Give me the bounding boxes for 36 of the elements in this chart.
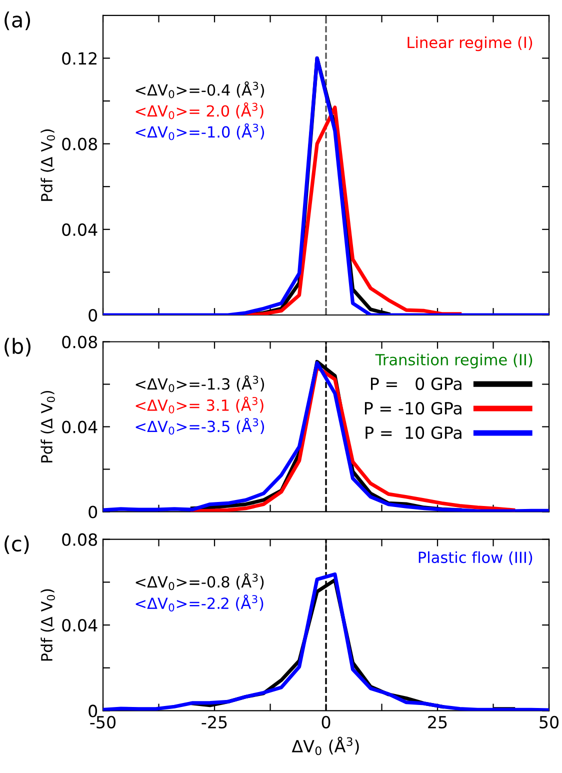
annotation: <ΔV$_{0}$>=-0.4 (Å$^{3}$) xyxy=(136,81,264,98)
y-axis-title: Pdf (Δ V$_{0}$) xyxy=(40,589,55,661)
legend-label: P = 10 GPa xyxy=(366,426,462,440)
annotation: <ΔV$_{0}$>= 3.1 (Å$^{3}$) xyxy=(136,396,264,414)
y-axis-title: Pdf (Δ V$_{0}$) xyxy=(40,390,55,462)
text: (b) xyxy=(4,338,30,356)
y-axis-title: Pdf (Δ V$_{0}$) xyxy=(40,129,55,201)
text: Transition regime (II) xyxy=(375,354,532,368)
text: (a) xyxy=(4,12,30,30)
y-tick-label: 0.08 xyxy=(62,336,98,348)
x-tick-label: -50 xyxy=(90,716,116,728)
y-tick-label: 0.04 xyxy=(62,223,98,236)
y-tick-label: 0.08 xyxy=(62,138,98,150)
x-tick-label: -25 xyxy=(202,716,227,728)
y-tick-label: 0 xyxy=(88,704,98,718)
annotation: <ΔV$_{0}$>=-1.3 (Å$^{3}$) xyxy=(136,375,264,392)
y-tick-label: 0.04 xyxy=(62,618,98,632)
annotation: <ΔV$_{0}$>=-0.8 (Å$^{3}$) xyxy=(136,573,264,590)
y-tick-label: 0.04 xyxy=(62,420,98,434)
x-tick-label: 25 xyxy=(428,716,447,728)
annotation: <ΔV$_{0}$>=-2.2 (Å$^{3}$) xyxy=(136,594,264,612)
legend-label: P = 0 GPa xyxy=(370,378,462,390)
annotation: <ΔV$_{0}$>=-1.0 (Å$^{3}$) xyxy=(136,123,264,140)
x-tick-label: 0 xyxy=(322,716,330,728)
y-tick-label: 0.12 xyxy=(62,52,96,65)
annotation: <ΔV$_{0}$>=-3.5 (Å$^{3}$) xyxy=(136,418,264,435)
annotation: <ΔV$_{0}$>= 2.0 (Å$^{3}$) xyxy=(136,102,264,120)
y-tick-label: 0 xyxy=(88,506,98,518)
y-tick-label: 0 xyxy=(88,308,98,322)
text: Plastic flow (III) xyxy=(418,551,532,565)
text: (c) xyxy=(4,535,29,554)
x-tick-label: 50 xyxy=(540,716,559,728)
x-axis-title: ΔV$_{0}$ (Å$^{3}$) xyxy=(292,736,359,756)
y-tick-label: 0.08 xyxy=(62,533,98,546)
text: Linear regime (I) xyxy=(408,36,532,52)
legend-label: P = -10 GPa xyxy=(364,402,462,415)
